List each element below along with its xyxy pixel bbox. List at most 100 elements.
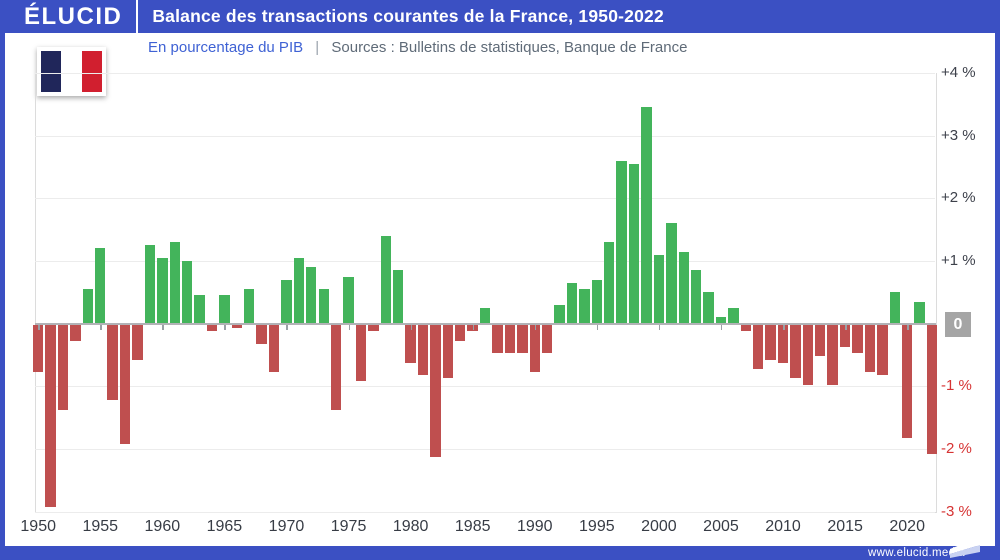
- x-axis-label-1965: 1965: [206, 518, 243, 535]
- x-axis-label-1990: 1990: [516, 518, 553, 535]
- bar-1977: [368, 325, 379, 332]
- gridline-1: [35, 260, 935, 262]
- bar-2020: [901, 325, 913, 438]
- bar-2001: [666, 223, 677, 324]
- bar-1971: [293, 257, 305, 324]
- subtitle-pipe: |: [315, 39, 320, 56]
- gridline--1: [35, 386, 935, 388]
- subtitle-metric: En pourcentage du PIB: [148, 39, 304, 56]
- x-axis-label-2000: 2000: [641, 518, 677, 535]
- bar-1995: [591, 279, 603, 324]
- x-axis-label-1995: 1995: [579, 518, 615, 535]
- elucid-logo: ÉLUCID: [24, 2, 123, 30]
- bar-2004: [703, 292, 714, 324]
- bar-1994: [579, 289, 590, 324]
- y-axis-label-0: 0: [945, 311, 971, 337]
- frame-left: [0, 33, 5, 546]
- gridline-2: [35, 198, 935, 200]
- y-axis-label--1: -1 %: [941, 377, 972, 395]
- axis-tick-1995: [596, 325, 599, 331]
- bar-2000: [653, 254, 665, 324]
- bar-1966: [231, 325, 242, 329]
- gridline-3: [35, 135, 935, 137]
- bar-1964: [206, 325, 218, 332]
- gridline--3: [35, 511, 935, 513]
- flag-white-stripe: [61, 51, 82, 92]
- bar-1973: [318, 289, 329, 324]
- footer-site-link[interactable]: www.elucid.media: [868, 547, 965, 559]
- chart-title: Balance des transactions courantes de la…: [152, 6, 664, 26]
- bar-2018: [877, 325, 888, 376]
- bar-2006: [728, 307, 739, 324]
- gridline--2: [35, 448, 935, 450]
- bar-2010: [777, 325, 789, 363]
- bar-2008: [753, 325, 764, 369]
- bar-1951: [45, 325, 56, 507]
- bar-1978: [380, 235, 391, 324]
- bar-1959: [144, 245, 156, 324]
- axis-tick-1950: [38, 325, 40, 331]
- axis-tick-2005: [720, 325, 723, 331]
- bar-1953: [70, 325, 81, 341]
- bar-1980: [405, 325, 416, 363]
- bar-1987: [492, 325, 503, 354]
- axis-tick-1960: [162, 325, 164, 331]
- bar-1962: [181, 260, 193, 324]
- footer-bar: [0, 546, 1000, 560]
- bar-1963: [194, 295, 205, 324]
- x-axis-label-1960: 1960: [144, 518, 181, 535]
- y-axis-label--3: -3 %: [941, 502, 972, 520]
- x-axis-label-2005: 2005: [703, 518, 739, 535]
- x-axis-label-1980: 1980: [392, 518, 429, 535]
- france-flag: [37, 47, 106, 96]
- axis-tick-1975: [348, 325, 351, 331]
- bar-1965: [219, 295, 230, 324]
- flag-red-stripe: [81, 51, 102, 92]
- bar-2022: [926, 325, 938, 454]
- bar-2011: [790, 325, 801, 379]
- bar-1979: [393, 270, 404, 324]
- bar-1976: [355, 325, 367, 382]
- bar-2013: [815, 325, 826, 357]
- x-axis-label-2015: 2015: [827, 518, 863, 535]
- bar-1957: [119, 325, 131, 445]
- bar-1956: [107, 325, 118, 401]
- bar-1983: [442, 325, 454, 379]
- subtitle-row: En pourcentage du PIB | Sources : Bullet…: [148, 39, 687, 56]
- bar-2012: [802, 325, 814, 385]
- zero-axis: [35, 322, 936, 326]
- bar-2009: [765, 325, 776, 360]
- bar-1997: [616, 160, 627, 324]
- bar-2002: [678, 251, 689, 324]
- bar-1989: [517, 325, 528, 354]
- bar-2015: [839, 325, 851, 348]
- bar-2019: [889, 292, 900, 324]
- axis-tick-1985: [472, 325, 475, 331]
- bar-2021: [914, 301, 925, 324]
- x-axis-label-1975: 1975: [330, 518, 367, 535]
- bar-1955: [95, 248, 106, 324]
- bar-2014: [827, 325, 838, 385]
- y-axis-label-2: +2 %: [941, 189, 976, 207]
- axis-tick-2010: [783, 325, 785, 331]
- axis-tick-1990: [534, 325, 537, 331]
- bar-1988: [504, 325, 516, 354]
- bar-1960: [157, 257, 168, 324]
- bar-1998: [628, 163, 640, 324]
- bar-1986: [479, 307, 491, 324]
- bar-2003: [690, 270, 702, 324]
- bar-1991: [541, 325, 553, 354]
- x-axis-label-1950: 1950: [20, 518, 56, 535]
- header-separator: [136, 0, 139, 33]
- elucid-arrow-icon: [950, 537, 980, 558]
- bar-1975: [343, 276, 354, 324]
- x-axis-label-2020: 2020: [889, 518, 925, 535]
- axis-tick-1965: [224, 325, 226, 331]
- y-axis-label--2: -2 %: [941, 439, 972, 457]
- bar-1996: [604, 242, 615, 324]
- y-axis-label-4: +4 %: [941, 63, 976, 81]
- x-axis-label-1985: 1985: [454, 518, 491, 535]
- axis-tick-1955: [100, 325, 102, 331]
- y-axis-label-1: +1 %: [941, 251, 976, 269]
